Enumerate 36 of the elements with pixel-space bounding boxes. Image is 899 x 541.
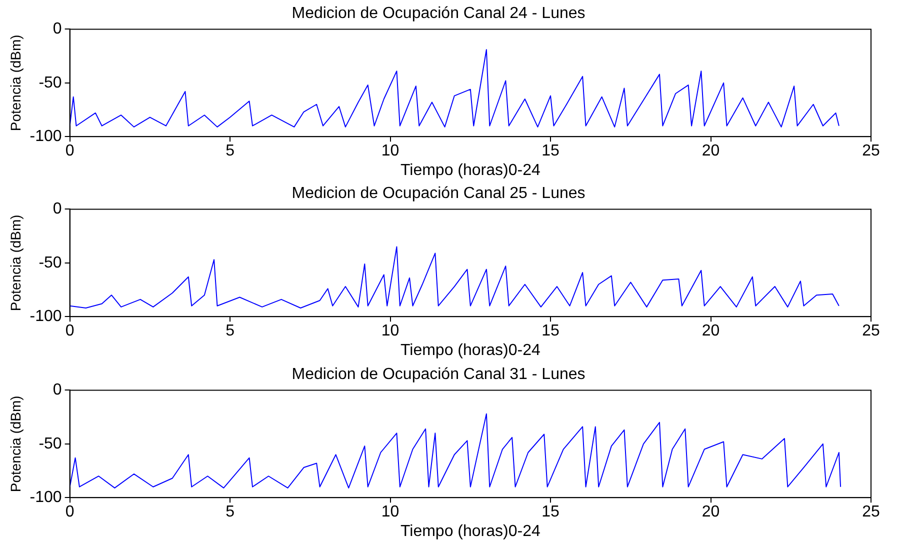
x-tick-label: 10 (381, 322, 400, 340)
y-tick-label: -100 (30, 308, 62, 326)
x-axis-title: Tiempo (horas)0-24 (400, 522, 540, 540)
y-tick-label: 0 (52, 200, 62, 218)
x-tick-label: 25 (862, 503, 880, 520)
x-tick-label: 20 (702, 142, 720, 160)
chart-title: Medicion de Ocupación Canal 31 - Lunes (292, 366, 586, 383)
x-tick-label: 25 (862, 322, 880, 340)
y-axis-title: Potencia (dBm) (7, 214, 24, 312)
x-tick-label: 15 (542, 142, 560, 160)
y-tick-label: -50 (38, 434, 62, 452)
x-tick-label: 20 (702, 503, 720, 520)
x-tick-label: 5 (226, 322, 235, 340)
x-tick-label: 15 (542, 503, 560, 520)
y-tick-label: 0 (52, 381, 62, 398)
y-tick-label: -50 (38, 74, 62, 92)
chart-title: Medicion de Ocupación Canal 25 - Lunes (292, 185, 586, 202)
x-tick-label: 0 (65, 322, 74, 340)
x-tick-label: 15 (542, 322, 560, 340)
x-axis-title: Tiempo (horas)0-24 (400, 342, 540, 360)
chart-title: Medicion de Ocupación Canal 24 - Lunes (292, 5, 586, 22)
y-tick-label: -100 (30, 488, 62, 506)
x-tick-label: 10 (381, 503, 400, 520)
y-axis-title: Potencia (dBm) (7, 34, 24, 132)
x-tick-label: 5 (226, 503, 235, 520)
x-tick-label: 0 (65, 503, 74, 520)
x-tick-label: 0 (65, 142, 74, 160)
y-axis-title: Potencia (dBm) (7, 395, 24, 492)
y-tick-label: 0 (52, 20, 62, 38)
x-tick-label: 10 (381, 142, 400, 160)
x-tick-label: 5 (226, 142, 235, 160)
x-tick-label: 20 (702, 322, 720, 340)
x-axis-title: Tiempo (horas)0-24 (400, 162, 540, 179)
x-tick-label: 25 (862, 142, 880, 160)
y-tick-label: -100 (30, 128, 62, 146)
y-tick-label: -50 (38, 254, 62, 272)
